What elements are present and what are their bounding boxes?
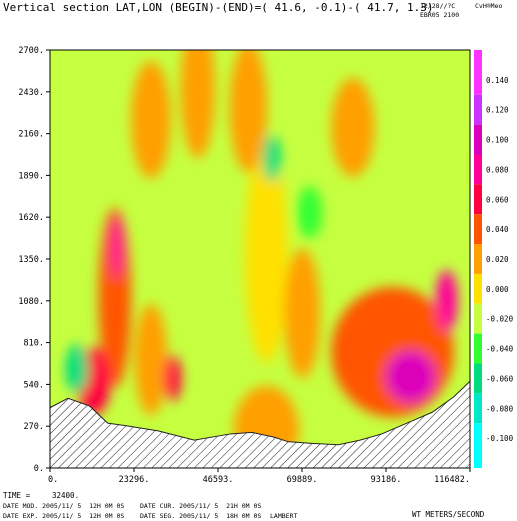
colorbar-label-12: -0.100 [486, 434, 514, 443]
field-cell-7 [262, 135, 281, 182]
y-tick-label-9: 2430. [18, 88, 44, 98]
plot-area [50, 50, 470, 468]
colorbar-label-9: -0.040 [486, 345, 514, 354]
colorbar: 0.140 0.120 0.100 0.080 0.060 0.040 0.020 0.000… [474, 50, 514, 468]
field-cell-0 [98, 207, 132, 388]
projection-label: LAMBERT [270, 512, 298, 520]
colorbar-swatch-2 [474, 124, 482, 155]
y-tick-label-4: 1080. [18, 297, 44, 307]
y-tick-label-5: 1350. [18, 255, 44, 265]
colorbar-label-10: -0.060 [486, 374, 514, 383]
x-tick-label-3: 69889. [287, 475, 318, 485]
colorbar-label-2: 0.100 [486, 136, 509, 145]
x-tick-label-1: 23296. [119, 475, 150, 485]
field-cell-4 [134, 303, 168, 416]
colorbar-label-8: -0.020 [486, 315, 514, 324]
field-cell-6 [244, 145, 288, 363]
terrain-hatch [50, 380, 470, 468]
field-cell-11 [435, 269, 458, 332]
x-tick-label-5: 116482. [434, 475, 470, 485]
time-value: 32400. [52, 491, 80, 500]
field-cell-1 [110, 217, 123, 280]
chart-title: Vertical section LAT,LON (BEGIN)-(END)=(… [3, 1, 433, 14]
top-right-label-2: EBR05 2100 [420, 11, 459, 19]
colorbar-label-0: 0.140 [486, 76, 509, 85]
x-tick-label-2: 46593. [203, 475, 234, 485]
field-cell-17 [284, 248, 321, 379]
colorbar-swatch-6 [474, 244, 482, 274]
colorbar-swatch-12 [474, 423, 482, 468]
colorbar-swatch-4 [474, 184, 482, 215]
colorbar-swatch-9 [474, 333, 482, 364]
y-tick-label-1: 270. [24, 422, 44, 432]
y-tick-label-7: 1890. [18, 171, 44, 181]
field-cell-8 [296, 186, 323, 239]
colorbar-swatch-7 [474, 273, 482, 304]
top-right-label-1: 12/28//?C [420, 2, 455, 10]
date-seg: DATE SEG. 2005/11/ 5 18H 0M 0S [140, 512, 262, 520]
colorbar-swatch-5 [474, 214, 482, 245]
field-cell-13 [229, 50, 268, 173]
corner-tag: CvH®Meo [475, 2, 502, 10]
colorbar-swatch-8 [474, 303, 482, 334]
colorbar-swatch-1 [474, 94, 482, 125]
field-cell-15 [131, 60, 171, 179]
y-tick-label-3: 810. [24, 339, 44, 349]
colorbar-label-5: 0.040 [486, 225, 509, 234]
colorbar-label-1: 0.120 [486, 106, 509, 115]
y-tick-label-8: 2160. [18, 130, 44, 140]
date-cur: DATE CUR. 2005/11/ 5 21H 0M 0S [140, 502, 262, 510]
field-cell-5 [163, 354, 182, 402]
field-cell-10 [385, 350, 436, 403]
field-cell-3 [65, 344, 89, 394]
y-tick-label-0: 0. [34, 464, 44, 474]
colorbar-label-7: 0.000 [486, 285, 509, 294]
colorbar-label-11: -0.080 [486, 404, 514, 413]
y-tick-label-10: 2700. [18, 46, 44, 56]
date-mod: DATE MOD. 2005/11/ 5 12H 0M 0S [3, 502, 125, 510]
x-tick-label-0: 0. [48, 475, 58, 485]
colorbar-swatch-0 [474, 50, 482, 95]
field-units-label: WT METERS/SECOND [412, 510, 485, 519]
field-cell-14 [331, 77, 375, 177]
field-features [65, 50, 458, 468]
colorbar-swatch-10 [474, 363, 482, 394]
colorbar-label-6: 0.020 [486, 255, 509, 264]
time-label: TIME = [3, 491, 31, 500]
x-axis: 0. 23296. 46593. 69889. 93186. 116482. [48, 468, 471, 485]
colorbar-label-3: 0.080 [486, 165, 509, 174]
date-exp: DATE EXP. 2005/11/ 5 12H 0M 0S [3, 512, 125, 520]
colorbar-swatch-11 [474, 393, 482, 424]
y-axis: 0. 270. 540. 810. 1080. 1350. 1620. 1890. 2160. 2… [18, 46, 50, 474]
y-tick-label-6: 1620. [18, 213, 44, 223]
colorbar-label-4: 0.060 [486, 195, 509, 204]
field-cell-9 [331, 286, 454, 417]
x-tick-label-4: 93186. [371, 475, 402, 485]
colorbar-swatch-3 [474, 154, 482, 185]
y-tick-label-2: 540. [24, 380, 44, 390]
field-cell-12 [180, 50, 216, 159]
